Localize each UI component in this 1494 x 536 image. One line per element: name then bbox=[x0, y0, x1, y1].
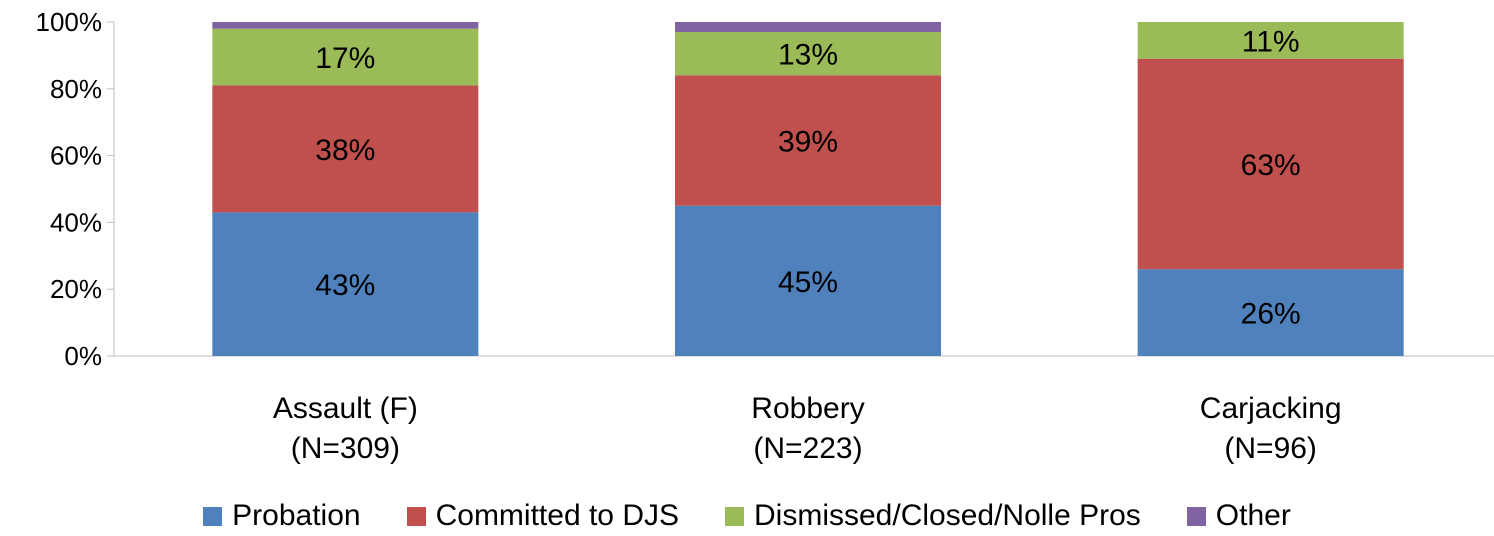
data-label: 43% bbox=[315, 269, 375, 302]
data-label: 26% bbox=[1241, 298, 1301, 331]
chart-legend: Probation Committed to DJS Dismissed/Clo… bbox=[0, 496, 1494, 536]
data-label: 17% bbox=[315, 42, 375, 75]
legend-swatch-dismissed bbox=[725, 506, 744, 526]
y-tick-label: 60% bbox=[50, 141, 102, 171]
stacked-bar-chart: 0% 20% 40% 60% 80% 100% 43% 38% 17% Assault (F) (N… bbox=[36, 7, 1494, 465]
x-tick-label: (N=223) bbox=[753, 432, 862, 465]
bar-segment-dismissed-closed-nolle-pros bbox=[1137, 22, 1404, 59]
legend-swatch-committed bbox=[406, 506, 426, 526]
data-label: 45% bbox=[778, 266, 838, 299]
x-tick-label: (N=309) bbox=[291, 432, 400, 465]
data-label: 11% bbox=[1242, 25, 1300, 58]
bar-segment-committed-to-djs bbox=[675, 75, 941, 206]
legend-label-dismissed: Dismissed/Closed/Nolle Pros bbox=[754, 499, 1141, 532]
data-label: 63% bbox=[1241, 149, 1301, 182]
y-tick-label: 80% bbox=[50, 74, 102, 104]
bar-segment-probation bbox=[675, 205, 941, 356]
bar-segment-dismissed-closed-nolle-pros bbox=[212, 28, 479, 86]
bar-segment-other bbox=[675, 22, 941, 33]
legend-swatch-probation bbox=[203, 506, 223, 526]
legend-item-probation: Probation bbox=[203, 499, 361, 533]
x-tick-label: (N=96) bbox=[1224, 432, 1317, 465]
x-tick-label: Assault (F) bbox=[273, 392, 418, 425]
legend-label-probation: Probation bbox=[232, 499, 361, 532]
y-tick-label: 40% bbox=[50, 207, 102, 237]
bar-segment-dismissed-closed-nolle-pros bbox=[675, 32, 941, 76]
legend-label-committed: Committed to DJS bbox=[435, 499, 679, 532]
x-tick-label: Robbery bbox=[751, 392, 864, 425]
bar-segment-other bbox=[212, 22, 479, 29]
bar-segment-committed-to-djs bbox=[1137, 58, 1404, 270]
data-label: 13% bbox=[778, 39, 838, 72]
data-label: 38% bbox=[315, 134, 375, 167]
bar-segment-probation bbox=[212, 212, 479, 356]
y-tick-label: 20% bbox=[50, 274, 102, 304]
y-tick-label: 0% bbox=[64, 341, 102, 371]
legend-item-committed: Committed to DJS bbox=[406, 499, 679, 533]
bar-segment-probation bbox=[1137, 269, 1404, 356]
legend-label-other: Other bbox=[1215, 499, 1291, 532]
legend-item-other: Other bbox=[1186, 499, 1291, 533]
legend-swatch-other bbox=[1186, 506, 1206, 526]
y-tick-label: 100% bbox=[36, 7, 103, 37]
x-tick-label: Carjacking bbox=[1200, 392, 1342, 425]
data-label: 39% bbox=[778, 126, 838, 159]
legend-item-dismissed: Dismissed/Closed/Nolle Pros bbox=[725, 499, 1141, 533]
bar-segment-committed-to-djs bbox=[212, 85, 479, 213]
